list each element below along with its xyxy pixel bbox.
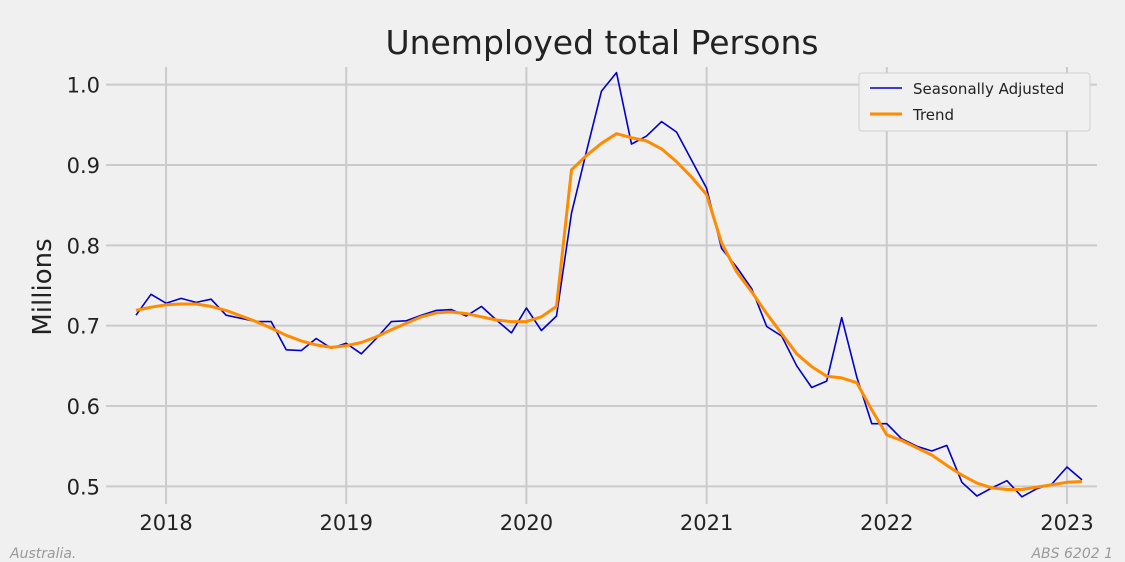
- y-tick-label: 0.6: [67, 395, 100, 419]
- x-tick-label: 2020: [500, 511, 553, 535]
- footer-left: Australia.: [9, 546, 76, 562]
- series-line-trend: [135, 132, 1083, 491]
- y-tick-label: 0.7: [67, 315, 100, 339]
- y-tick-label: 0.9: [67, 154, 100, 178]
- x-tick-labels: 2018 2019 2020 2021 2022 2023: [139, 511, 1093, 535]
- legend-label-trend: Trend: [912, 106, 954, 124]
- series-lines: [135, 71, 1083, 498]
- x-tick-label: 2023: [1040, 511, 1093, 535]
- x-tick-label: 2022: [860, 511, 913, 535]
- y-tick-label: 1.0: [67, 74, 100, 98]
- legend-box: [858, 72, 1091, 132]
- y-tick-label: 0.8: [67, 234, 100, 258]
- gridlines: [106, 67, 1097, 504]
- footer-right: ABS 6202 1: [1030, 546, 1113, 562]
- y-tick-labels: 0.5 0.6 0.7 0.8 0.9 1.0: [67, 74, 100, 500]
- y-axis-label: Millions: [28, 238, 58, 335]
- series-line-seasonally-adjusted: [135, 71, 1083, 498]
- y-tick-label: 0.5: [67, 475, 100, 499]
- legend-label-seasonally-adjusted: Seasonally Adjusted: [913, 80, 1064, 98]
- legend: Seasonally Adjusted Trend: [858, 72, 1091, 132]
- chart-title: Unemployed total Persons: [385, 23, 818, 62]
- x-tick-label: 2019: [320, 511, 373, 535]
- x-tick-label: 2021: [680, 511, 733, 535]
- x-tick-label: 2018: [139, 511, 192, 535]
